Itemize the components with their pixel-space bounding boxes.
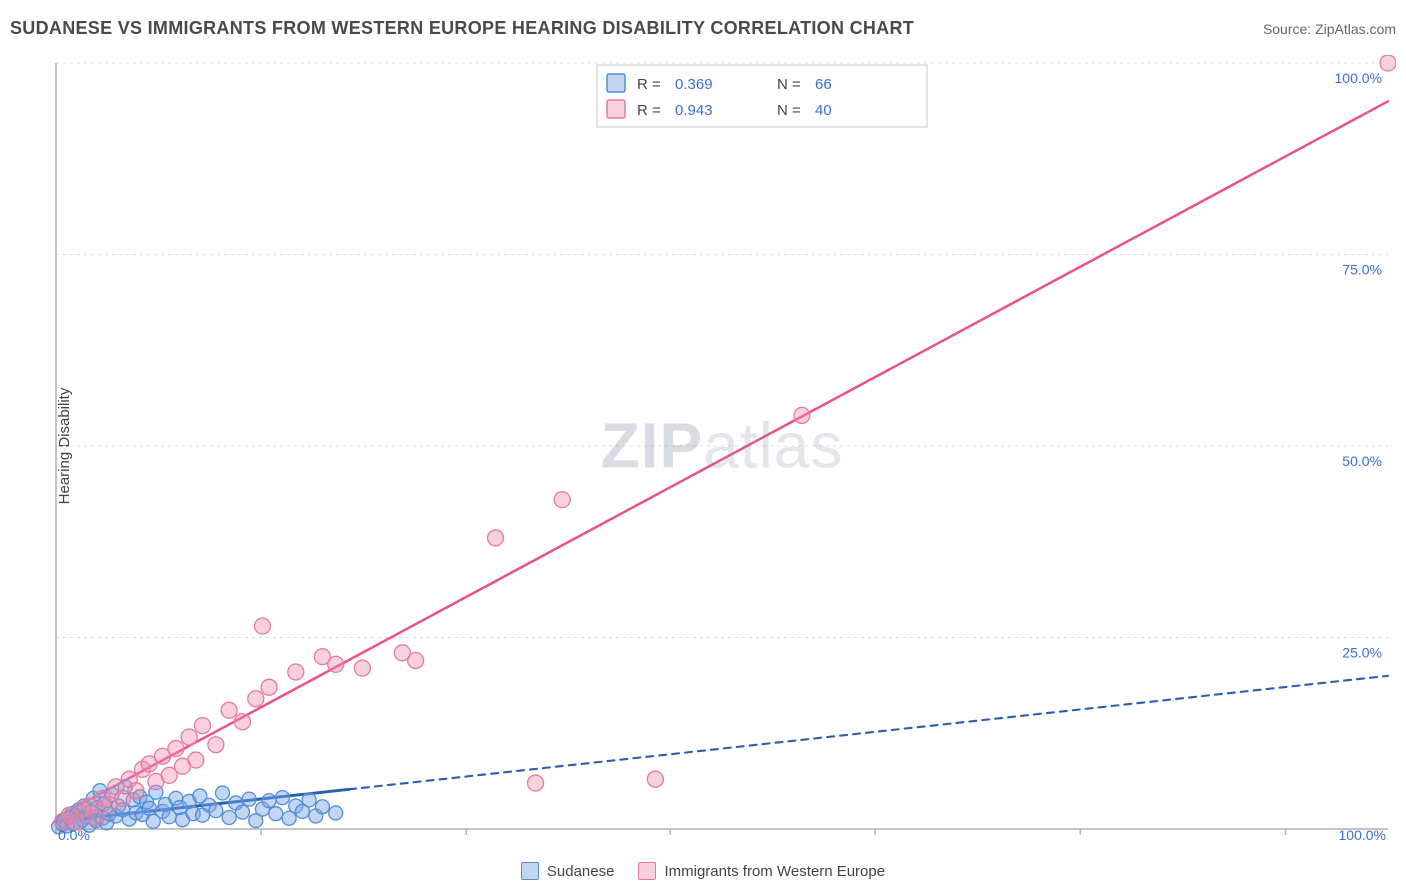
header: SUDANESE VS IMMIGRANTS FROM WESTERN EURO… — [10, 18, 1396, 39]
legend-item-sudanese: Sudanese — [521, 862, 615, 880]
svg-text:100.0%: 100.0% — [1339, 827, 1386, 842]
chart-svg: 25.0% 50.0% 75.0% 100.0% 0.0% 100.0% R = 0.369 N… — [48, 55, 1396, 842]
source-credit: Source: ZipAtlas.com — [1263, 21, 1396, 37]
svg-text:N =: N = — [777, 102, 801, 119]
svg-text:R =: R = — [637, 76, 661, 93]
svg-text:N =: N = — [777, 76, 801, 93]
svg-text:0.0%: 0.0% — [58, 827, 90, 842]
svg-text:100.0%: 100.0% — [1335, 70, 1382, 86]
svg-text:66: 66 — [815, 76, 832, 93]
page-title: SUDANESE VS IMMIGRANTS FROM WESTERN EURO… — [10, 18, 914, 39]
bottom-legend: Sudanese Immigrants from Western Europe — [0, 862, 1406, 880]
svg-text:R =: R = — [637, 102, 661, 119]
source-link[interactable]: ZipAtlas.com — [1315, 21, 1396, 37]
svg-text:0.369: 0.369 — [675, 76, 713, 93]
svg-text:25.0%: 25.0% — [1342, 645, 1382, 661]
legend-label: Immigrants from Western Europe — [664, 863, 885, 880]
correlation-chart: 25.0% 50.0% 75.0% 100.0% 0.0% 100.0% R = 0.369 N… — [48, 55, 1396, 842]
swatch-icon — [638, 862, 656, 880]
swatch-icon — [521, 862, 539, 880]
legend-item-immigrants: Immigrants from Western Europe — [638, 862, 885, 880]
svg-text:50.0%: 50.0% — [1342, 453, 1382, 469]
svg-text:0.943: 0.943 — [675, 102, 713, 119]
svg-text:40: 40 — [815, 102, 832, 119]
legend-label: Sudanese — [547, 863, 615, 880]
svg-text:75.0%: 75.0% — [1342, 262, 1382, 278]
